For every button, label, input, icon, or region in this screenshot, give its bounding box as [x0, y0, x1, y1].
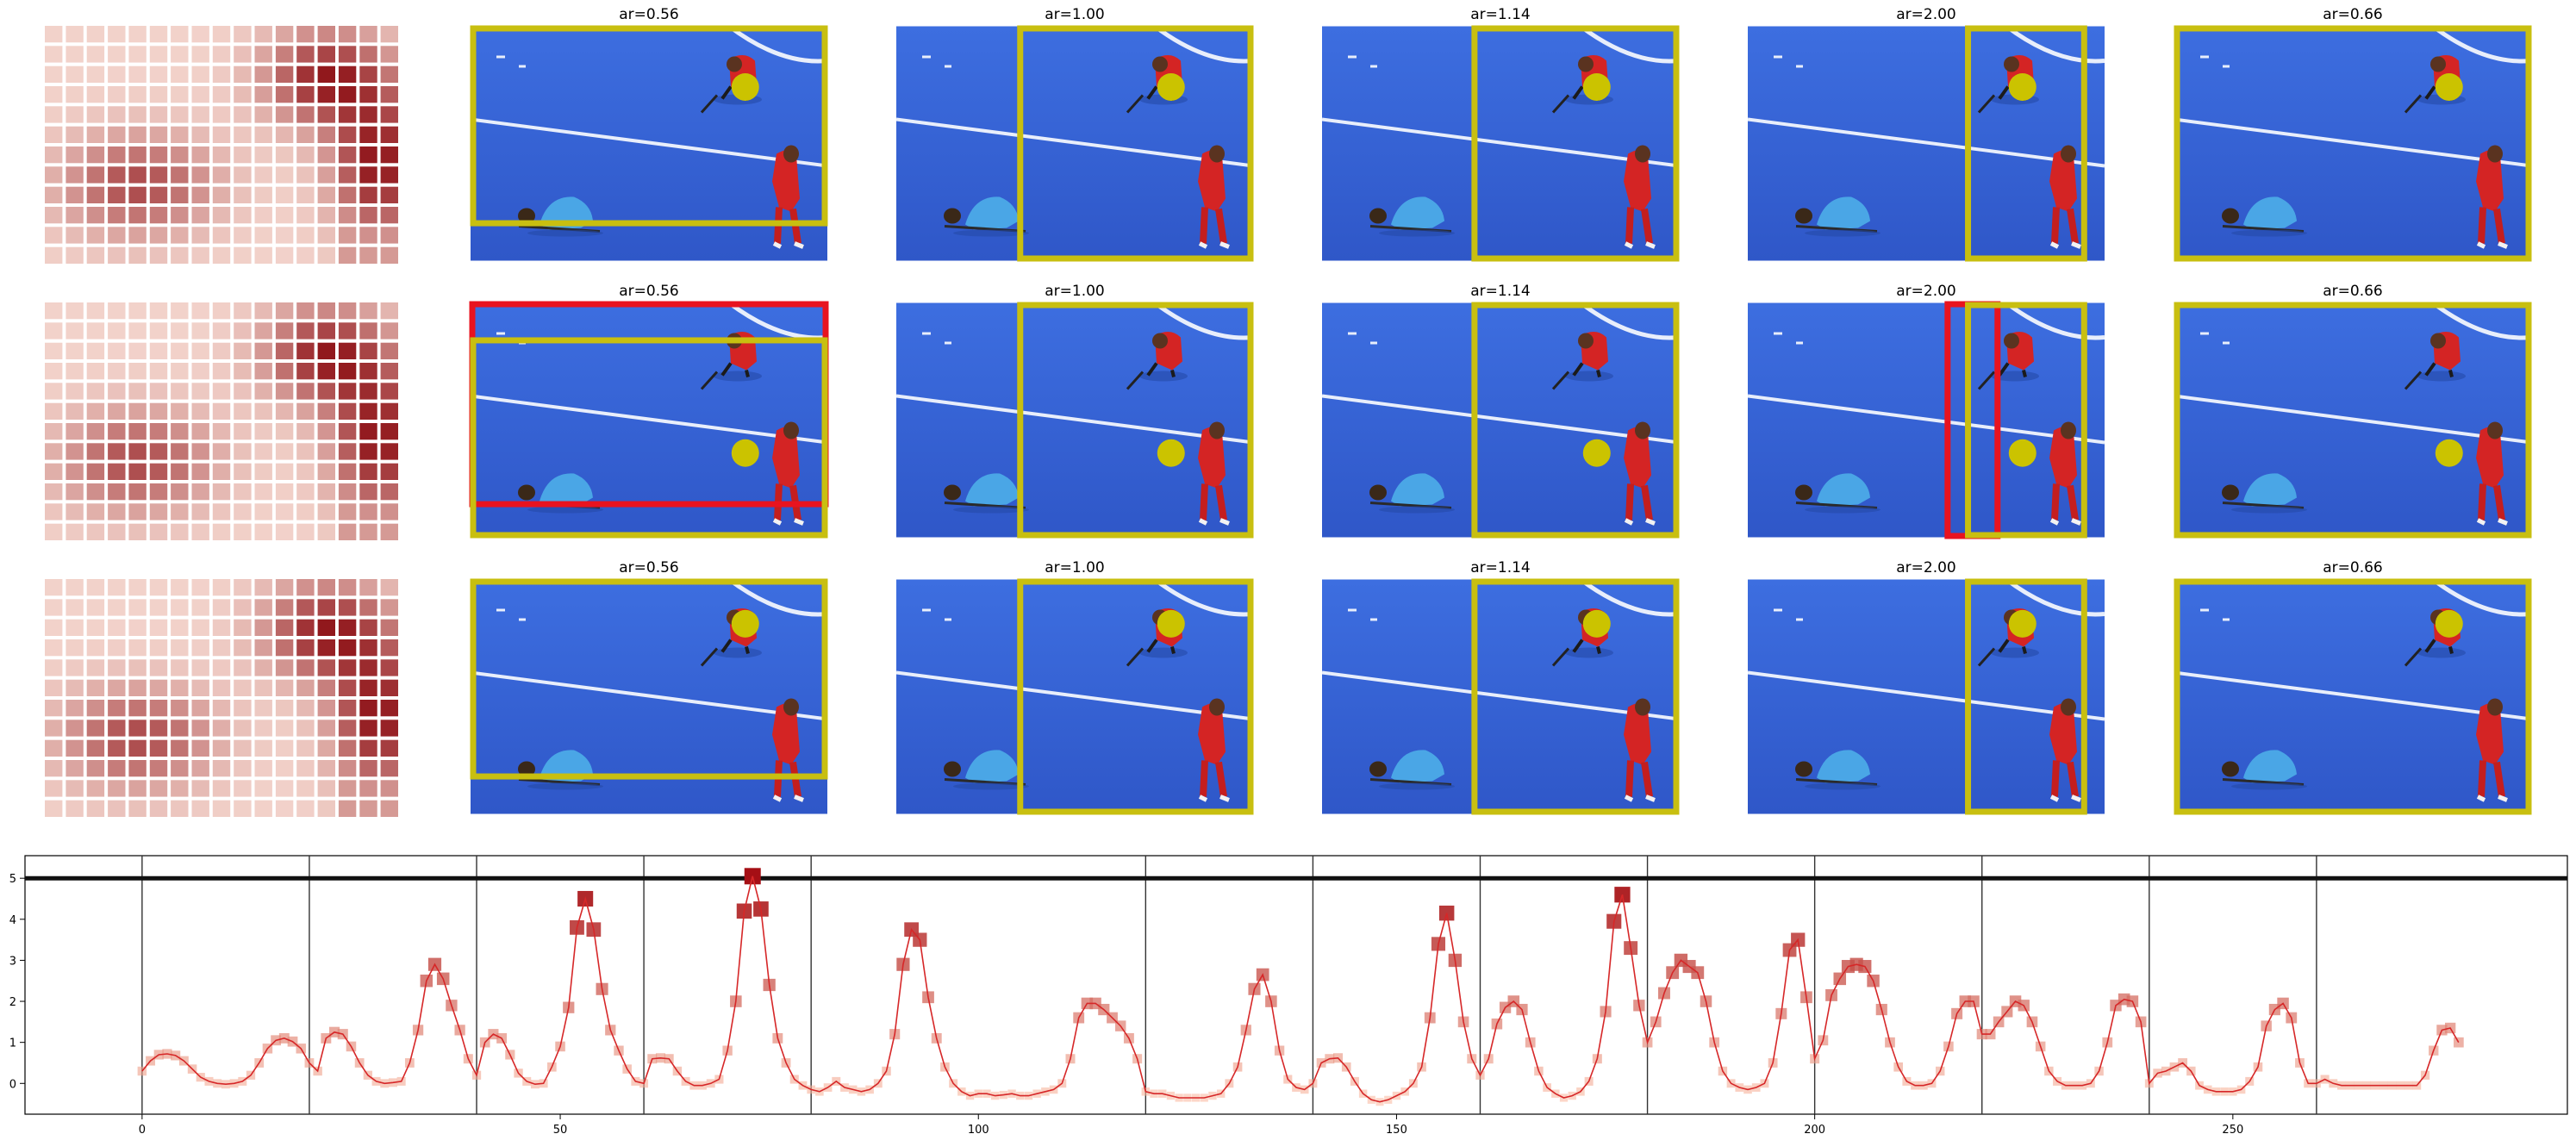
panel-title: ar=2.00	[1896, 6, 1956, 23]
image-panel: ar=1.14	[1322, 559, 1680, 815]
line-chart: 0 50 100 150 200 250 0 1 2 3 4 5	[9, 855, 2568, 1134]
focus-point	[2008, 72, 2036, 101]
panel-title: ar=2.00	[1896, 283, 1956, 300]
focus-point	[1582, 439, 1611, 467]
x-tick-label: 150	[1386, 1124, 1407, 1134]
y-tick-label: 3	[9, 955, 16, 968]
crop-box	[1471, 302, 1680, 539]
panel-title: ar=0.56	[619, 559, 679, 576]
crop-box	[1471, 578, 1680, 815]
focus-point	[1157, 609, 1185, 638]
heatmap-panel	[45, 579, 398, 817]
panel-title: ar=1.14	[1470, 283, 1531, 300]
focus-point	[1157, 439, 1185, 467]
image-panel: ar=0.66	[2174, 559, 2532, 815]
crop-box	[1017, 25, 1254, 262]
panel-title: ar=1.00	[1045, 559, 1105, 576]
crop-box	[1017, 302, 1254, 539]
pitch-image	[2174, 27, 2531, 261]
focus-point	[1157, 72, 1185, 101]
image-panel: ar=1.00	[896, 559, 1254, 815]
image-panel: ar=0.56	[470, 559, 828, 814]
crop-box	[1965, 25, 2087, 262]
focus-point	[1582, 72, 1611, 101]
pitch-image	[2174, 580, 2531, 814]
y-tick-label: 4	[9, 914, 16, 927]
pitch-image	[896, 303, 1253, 538]
pitch-image	[1322, 580, 1679, 814]
series-line	[141, 875, 2460, 1103]
x-tick-label: 200	[1804, 1124, 1825, 1134]
pitch-image	[1748, 303, 2105, 538]
image-panel: ar=2.00	[1748, 283, 2105, 539]
image-panel: ar=0.56	[469, 283, 829, 539]
panel-title: ar=0.66	[2323, 283, 2383, 300]
panel-title: ar=1.00	[1045, 283, 1105, 300]
focus-point	[2435, 72, 2463, 101]
focus-point	[1582, 609, 1611, 638]
crop-box	[2174, 25, 2532, 262]
image-panel: ar=1.14	[1322, 283, 1680, 539]
pitch-image	[1748, 27, 2105, 261]
crop-box	[1965, 302, 2087, 539]
image-panel: ar=1.14	[1322, 6, 1680, 262]
pitch-image	[1322, 27, 1679, 261]
image-panel: ar=2.00	[1748, 6, 2105, 262]
y-tick-label: 1	[9, 1037, 16, 1050]
panel-title: ar=0.66	[2323, 6, 2383, 23]
pitch-image	[2174, 303, 2531, 538]
x-tick-label: 100	[968, 1124, 989, 1134]
crop-box	[470, 578, 828, 780]
heatmap-panel	[45, 26, 398, 264]
panel-title: ar=1.00	[1045, 6, 1105, 23]
image-panel: ar=0.56	[470, 6, 828, 261]
crop-box	[1965, 578, 2087, 815]
panel-title: ar=2.00	[1896, 559, 1956, 576]
crop-box	[1017, 578, 1254, 815]
image-panel: ar=0.66	[2174, 283, 2532, 539]
x-tick-label: 50	[553, 1124, 568, 1134]
image-panel: ar=1.00	[896, 6, 1254, 262]
image-panel: ar=0.66	[2174, 6, 2532, 262]
y-tick-label: 2	[9, 996, 16, 1009]
pitch-image	[1748, 580, 2105, 814]
panel-title: ar=0.56	[619, 6, 679, 23]
focus-point	[2008, 609, 2036, 638]
heatmap-panel	[45, 302, 398, 540]
panel-title: ar=0.66	[2323, 559, 2383, 576]
image-panel: ar=1.00	[896, 283, 1254, 539]
crop-box	[1471, 25, 1680, 262]
crop-box	[470, 25, 828, 227]
data-point	[137, 1066, 147, 1076]
crop-box	[2174, 578, 2532, 815]
panel-title: ar=1.14	[1470, 559, 1531, 576]
plot-area	[24, 855, 2568, 1115]
focus-point	[2008, 439, 2036, 467]
focus-point	[2435, 609, 2463, 638]
focus-point	[2435, 439, 2463, 467]
x-tick-label: 0	[139, 1124, 146, 1134]
crop-box	[470, 337, 828, 539]
pitch-image	[896, 27, 1253, 261]
pitch-image	[1322, 303, 1679, 538]
x-tick-label: 250	[2222, 1124, 2243, 1134]
panel-title: ar=0.56	[619, 283, 679, 300]
focus-point	[731, 609, 759, 638]
crop-box	[2174, 302, 2532, 539]
pitch-image	[896, 580, 1253, 814]
y-tick-label: 0	[9, 1078, 16, 1091]
y-tick-label: 5	[9, 873, 16, 886]
image-grid: ar=0.56 ar=1.00 ar=1.14 ar=2.00 ar=0.66 ar=0.…	[45, 6, 2532, 817]
focus-point	[731, 439, 759, 467]
focus-point	[731, 72, 759, 101]
panel-title: ar=1.14	[1470, 6, 1531, 23]
image-panel: ar=2.00	[1748, 559, 2105, 815]
